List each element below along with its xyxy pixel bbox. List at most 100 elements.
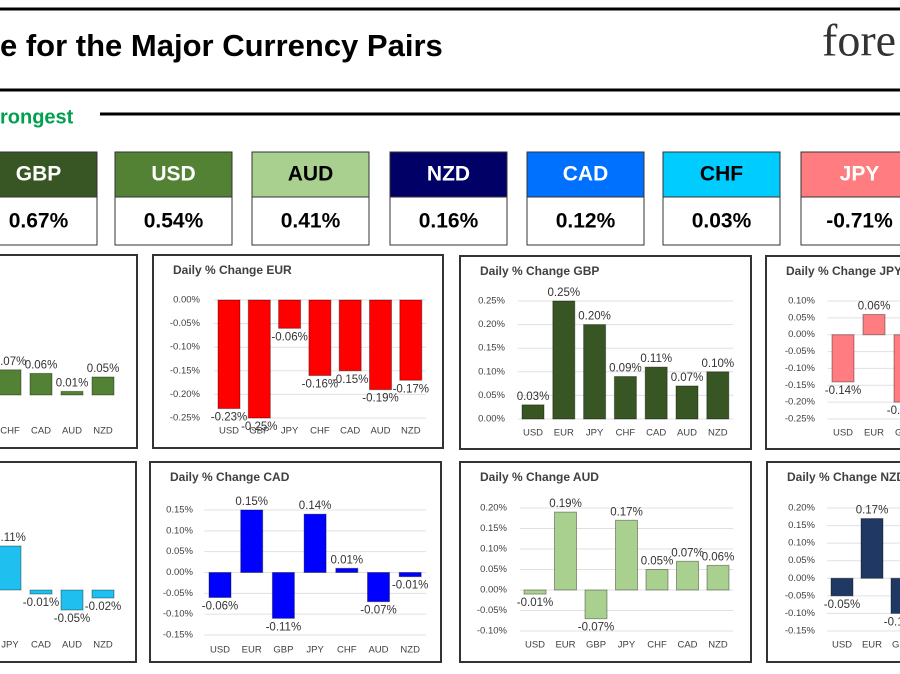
x-tick-label: AUD	[370, 426, 390, 437]
y-tick-label: -0.15%	[163, 630, 194, 641]
chart-panel: Daily % Change JPY 0.10% 0.05% 0.00% -0.05% -…	[765, 255, 900, 450]
value-label: 0.01%	[56, 377, 89, 389]
panel-frame	[0, 254, 138, 449]
bar	[60, 390, 84, 396]
y-tick-label: 0.15%	[480, 523, 507, 534]
value-label: -0.11%	[266, 621, 302, 633]
x-tick-label: GBP	[249, 426, 269, 437]
x-tick-label: EUR	[554, 428, 574, 439]
value-label: -0.19%	[362, 393, 398, 405]
value-label: 0.06%	[858, 301, 891, 313]
chart-title: Daily % Change EUR	[173, 263, 292, 277]
x-tick-label: CHF	[337, 645, 357, 656]
x-tick-label: GBP	[586, 640, 606, 651]
y-tick-label: 0.20%	[480, 503, 507, 514]
bar	[29, 372, 53, 396]
y-tick-label: 0.20%	[478, 319, 505, 330]
x-tick-label: USD	[210, 645, 230, 656]
value-label: -0.20%	[887, 405, 900, 417]
y-tick-label: 0.20%	[788, 503, 815, 514]
value-label: 0.06%	[25, 359, 58, 371]
bar	[0, 545, 22, 591]
value-label: 0.14%	[299, 500, 332, 512]
x-tick-label: NZD	[708, 640, 728, 651]
panel-frame	[459, 461, 752, 663]
value-label: 0.07%	[671, 372, 704, 384]
x-tick-label: GBP	[892, 640, 900, 651]
panel-frame	[0, 461, 137, 663]
x-tick-label: EUR	[862, 640, 882, 651]
x-tick-label: AUD	[62, 640, 82, 651]
panel-frame	[152, 254, 444, 449]
chart-panel: Daily % Change CAD 0.15% 0.10% 0.05% 0.00% -0…	[149, 461, 442, 663]
y-tick-label: 0.10%	[166, 525, 193, 536]
x-tick-label: USD	[525, 640, 545, 651]
value-label: 0.06%	[702, 551, 735, 563]
currency-name: JPY	[840, 163, 880, 186]
value-label: 0.20%	[578, 311, 611, 323]
currency-cell	[389, 196, 508, 246]
value-label: -0.10%	[884, 616, 900, 628]
currency-cell	[800, 196, 900, 246]
value-label: -0.05%	[824, 599, 860, 611]
x-tick-label: CAD	[340, 426, 360, 437]
chart-title: Daily % Change CAD	[170, 470, 290, 484]
bar	[521, 404, 545, 420]
y-tick-label: -0.05%	[477, 605, 508, 616]
y-tick-label: 0.05%	[788, 555, 815, 566]
bar	[706, 564, 730, 591]
y-tick-label: 0.25%	[478, 296, 505, 307]
value-label: 0.10%	[701, 358, 734, 370]
currency-change: 0.16%	[419, 210, 479, 233]
x-tick-label: NZD	[93, 426, 113, 437]
y-tick-label: 0.00%	[478, 414, 505, 425]
value-label: 0.17%	[610, 506, 643, 518]
value-label: 0.05%	[641, 556, 674, 568]
y-tick-label: 0.00%	[480, 585, 507, 596]
currency-header	[0, 151, 98, 198]
x-tick-label: EUR	[555, 640, 575, 651]
bar	[890, 577, 900, 614]
bar	[278, 299, 302, 329]
value-label: -0.01%	[517, 597, 553, 609]
y-tick-label: -0.15%	[785, 626, 816, 637]
bar	[0, 369, 22, 396]
bar	[830, 577, 854, 597]
x-tick-label: GBP	[895, 428, 900, 439]
currency-name: GBP	[16, 163, 62, 186]
currency-change: 0.12%	[556, 210, 616, 233]
y-tick-label: 0.15%	[478, 343, 505, 354]
x-tick-label: EUR	[864, 428, 884, 439]
x-tick-label: CAD	[31, 426, 51, 437]
currency-name: USD	[151, 163, 195, 186]
bar	[60, 589, 84, 611]
currency-name: CHF	[700, 163, 743, 186]
currency-name: AUD	[288, 163, 334, 186]
chart-title: Daily % Change JPY	[786, 264, 900, 278]
value-label: 0.19%	[549, 498, 582, 510]
value-label: -0.07%	[360, 605, 396, 617]
bar	[676, 560, 699, 591]
currency-cell	[251, 196, 370, 246]
currency-change: -0.71%	[826, 210, 893, 233]
y-tick-label: -0.05%	[785, 346, 816, 357]
value-label: 0.03%	[517, 391, 550, 403]
chart-panel: Daily % Change NZD 0.20% 0.15% 0.10% 0.05% 0.…	[766, 461, 900, 663]
bar	[583, 324, 607, 420]
value-label: -0.16%	[302, 379, 338, 391]
panel-frame	[149, 461, 442, 663]
x-tick-label: USD	[219, 426, 239, 437]
value-label: -0.05%	[54, 613, 90, 625]
currency-cell	[662, 196, 781, 246]
y-tick-label: 0.00%	[173, 295, 200, 306]
chart-panel: Daily % Change AUD0.20%0.15%0.10%0.05%0.…	[459, 461, 752, 663]
y-tick-label: 0.15%	[166, 505, 193, 516]
value-label: 0.11%	[640, 353, 672, 365]
value-label: 0.07%	[0, 356, 26, 368]
bar	[367, 572, 390, 603]
chart-title: Daily % Change GBP	[480, 264, 599, 278]
x-tick-label: AUD	[677, 428, 697, 439]
value-label: -0.06%	[202, 601, 238, 613]
